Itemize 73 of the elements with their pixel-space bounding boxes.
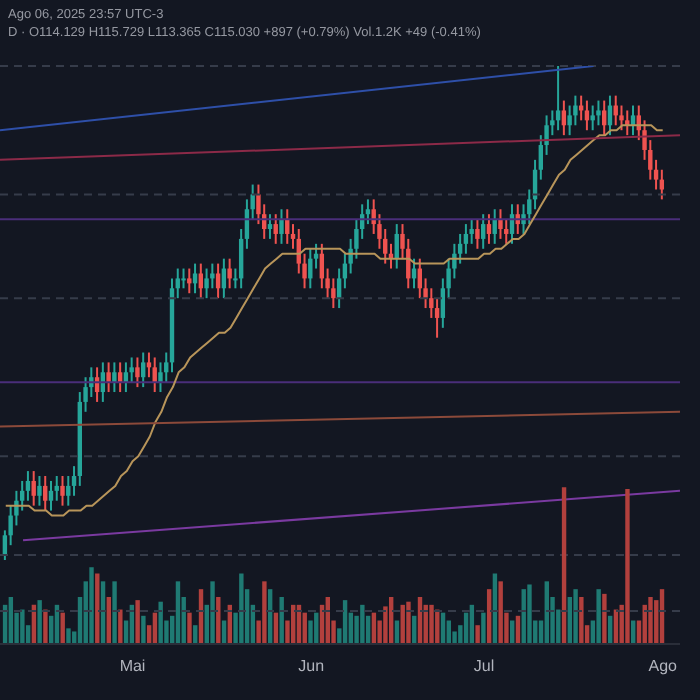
candlestick bbox=[602, 99, 607, 137]
bar bbox=[429, 604, 434, 644]
bar bbox=[20, 609, 25, 644]
bar bbox=[573, 589, 578, 644]
candlestick bbox=[273, 213, 278, 245]
candlestick bbox=[198, 262, 204, 300]
candlestick bbox=[112, 361, 117, 394]
candlestick bbox=[498, 208, 503, 240]
bar bbox=[239, 573, 244, 644]
x-tick-label: Ago bbox=[648, 657, 679, 676]
bar bbox=[475, 625, 480, 644]
bar bbox=[216, 597, 221, 644]
bar bbox=[135, 600, 140, 644]
candlestick bbox=[215, 262, 221, 300]
candlestick bbox=[279, 208, 284, 245]
candlestick bbox=[210, 262, 215, 290]
candlestick bbox=[584, 99, 590, 132]
candlestick bbox=[590, 104, 595, 132]
bar bbox=[210, 581, 215, 644]
x-tick-label: Mai bbox=[119, 657, 146, 676]
candlestick bbox=[227, 257, 232, 290]
candlestick bbox=[135, 356, 140, 389]
candlestick bbox=[619, 104, 624, 132]
bar bbox=[158, 601, 163, 644]
candlestick bbox=[60, 475, 65, 507]
bar bbox=[625, 488, 630, 644]
candlestick bbox=[31, 470, 36, 507]
x-tick-label: Jul bbox=[473, 657, 495, 676]
bar bbox=[141, 615, 146, 644]
candlestick bbox=[181, 267, 186, 290]
bar bbox=[43, 609, 48, 644]
bar bbox=[187, 612, 192, 644]
candlestick bbox=[475, 218, 480, 250]
bar bbox=[360, 604, 365, 644]
bar bbox=[406, 601, 411, 644]
candlestick bbox=[192, 262, 198, 295]
candlestick bbox=[158, 361, 163, 394]
bar bbox=[112, 581, 117, 644]
candlestick bbox=[43, 475, 48, 512]
bar bbox=[498, 581, 503, 644]
bar bbox=[118, 609, 123, 644]
bar bbox=[648, 597, 653, 644]
bar bbox=[175, 581, 181, 644]
candlestick bbox=[567, 104, 572, 137]
bar bbox=[579, 597, 584, 644]
bar bbox=[308, 620, 313, 644]
candlestick bbox=[308, 247, 313, 290]
bar bbox=[37, 600, 42, 644]
candlestick bbox=[480, 213, 486, 250]
candlestick bbox=[555, 66, 561, 132]
bar bbox=[66, 628, 71, 644]
candlestick bbox=[561, 99, 567, 137]
candlestick bbox=[37, 475, 42, 507]
bar bbox=[481, 612, 486, 644]
candlestick bbox=[129, 356, 134, 384]
candlestick bbox=[204, 267, 209, 300]
bar bbox=[596, 589, 601, 644]
candlestick bbox=[140, 351, 146, 389]
candlestick bbox=[486, 213, 492, 245]
candlestick bbox=[106, 361, 111, 394]
bar bbox=[279, 597, 284, 644]
candlestick bbox=[331, 277, 336, 310]
candlestick bbox=[267, 213, 273, 240]
candlestick bbox=[48, 479, 54, 512]
bar bbox=[89, 567, 94, 644]
bar bbox=[262, 581, 267, 644]
x-tick-label: Jun bbox=[298, 657, 325, 676]
bar bbox=[602, 593, 607, 644]
candlestick bbox=[659, 168, 665, 201]
candlestick bbox=[596, 99, 601, 127]
candlestick bbox=[187, 267, 192, 295]
candlestick bbox=[573, 94, 578, 127]
bar bbox=[527, 584, 532, 644]
